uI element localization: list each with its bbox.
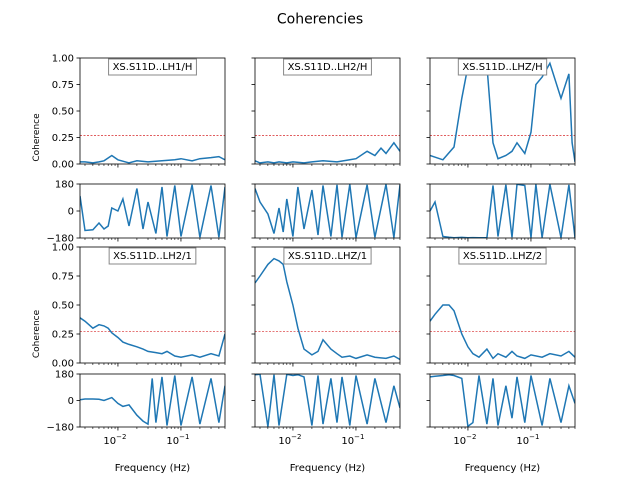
panel-label: XS.S11D..LHZ/1 bbox=[288, 251, 367, 262]
phase-axes: 10−2 10−1 Frequency (Hz) bbox=[426, 373, 576, 474]
y-tick-label: 1.00 bbox=[52, 54, 74, 65]
phase-line bbox=[80, 375, 225, 426]
figure-title: Coherencies bbox=[277, 12, 363, 28]
coherence-line bbox=[80, 154, 225, 164]
y-tick-label: 0.00 bbox=[52, 160, 74, 171]
coherence-ylabel: Coherence bbox=[32, 309, 42, 358]
phase-line bbox=[255, 374, 400, 427]
phase-line bbox=[80, 184, 225, 238]
y-tick-label: 180 bbox=[55, 180, 74, 191]
coherence-axes: 0.00 0.25 0.50 0.75 1.00 Coherence XS.S11D..LH… bbox=[32, 54, 226, 171]
coherence-axes: XS.S11D..LHZ/2 bbox=[426, 246, 576, 367]
y-tick-label: 0.75 bbox=[52, 272, 74, 283]
y-tick-label: 0 bbox=[68, 396, 74, 407]
coherence-axes: XS.S11D..LHZ/1 bbox=[251, 246, 401, 367]
x-tick-label: 10−1 bbox=[166, 433, 189, 447]
coherence-axes: 0.00 0.25 0.50 0.75 1.00 Coherence XS.S11D..LH… bbox=[32, 243, 226, 370]
coherence-ylabel: Coherence bbox=[32, 113, 42, 162]
panel-label-box bbox=[458, 247, 547, 265]
y-tick-label: 0.50 bbox=[52, 107, 74, 118]
panel-label: XS.S11D..LHZ/H bbox=[462, 62, 542, 73]
phase-axes: −180 0 180 bbox=[47, 180, 226, 245]
x-axis-label: Frequency (Hz) bbox=[115, 463, 191, 474]
y-tick-label: −180 bbox=[47, 234, 74, 245]
phase-axes: 10−2 10−1 Frequency (Hz) bbox=[251, 373, 401, 474]
panel-label: XS.S11D..LHZ/2 bbox=[463, 251, 542, 262]
y-tick-label: 180 bbox=[55, 370, 74, 381]
y-tick-label: 0.50 bbox=[52, 301, 74, 312]
coherence-line bbox=[80, 317, 225, 358]
panel-label-box bbox=[108, 58, 197, 76]
panel-label-box bbox=[283, 58, 372, 76]
x-tick-label: 10−2 bbox=[103, 433, 126, 447]
coherence-line bbox=[255, 141, 400, 164]
y-tick-label: 0.25 bbox=[52, 330, 74, 341]
coherence-axes: XS.S11D..LHZ/H bbox=[426, 57, 576, 168]
panel-label-box bbox=[457, 58, 548, 76]
panel-grid: 0.00 0.25 0.50 0.75 1.00 Coherence XS.S11D..LH… bbox=[32, 54, 576, 474]
x-tick-label: 10−1 bbox=[341, 433, 364, 447]
phase-line bbox=[430, 184, 575, 238]
coherence-line bbox=[255, 257, 400, 361]
x-axis-label: Frequency (Hz) bbox=[465, 463, 541, 474]
x-tick-label: 10−2 bbox=[453, 433, 476, 447]
coherence-line bbox=[430, 58, 575, 163]
x-axis-label: Frequency (Hz) bbox=[290, 463, 366, 474]
y-tick-label: −180 bbox=[47, 423, 74, 434]
phase-frame bbox=[79, 183, 226, 239]
phase-axes bbox=[426, 183, 576, 242]
coherence-axes: XS.S11D..LH2/H bbox=[251, 57, 401, 168]
panel-label-box bbox=[108, 247, 197, 265]
y-tick-label: 0 bbox=[68, 207, 74, 218]
y-tick-label: 0.25 bbox=[52, 133, 74, 144]
phase-line bbox=[430, 374, 575, 427]
panel-label-box bbox=[283, 247, 372, 265]
panel-label: XS.S11D..LH2/1 bbox=[113, 251, 192, 262]
panel-label: XS.S11D..LH2/H bbox=[288, 62, 368, 73]
y-tick-label: 0.00 bbox=[52, 359, 74, 370]
y-tick-label: 1.00 bbox=[52, 243, 74, 254]
phase-line bbox=[255, 184, 400, 238]
coherence-line bbox=[430, 304, 575, 360]
phase-axes: −180 0 180 10−2 10−1 Frequency (Hz) bbox=[47, 370, 226, 474]
y-tick-label: 0.75 bbox=[52, 80, 74, 91]
phase-axes bbox=[251, 183, 401, 242]
x-tick-label: 10−2 bbox=[278, 433, 301, 447]
x-tick-label: 10−1 bbox=[516, 433, 539, 447]
panel-label: XS.S11D..LH1/H bbox=[113, 62, 193, 73]
